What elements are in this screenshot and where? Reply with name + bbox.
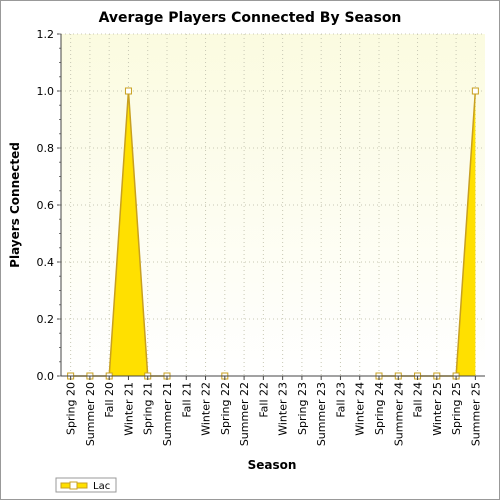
x-tick-label: Winter 24	[354, 382, 367, 436]
x-tick-label: Summer 22	[238, 382, 251, 446]
x-tick-label: Spring 23	[296, 382, 309, 435]
y-tick-label: 0.2	[37, 313, 55, 326]
x-tick-label: Summer 24	[392, 382, 405, 446]
x-tick-label: Spring 20	[65, 382, 78, 435]
chart-title: Average Players Connected By Season	[99, 10, 402, 26]
y-tick-label: 1.2	[37, 28, 55, 41]
x-tick-label: Summer 20	[84, 382, 97, 446]
x-tick-label: Fall 22	[257, 382, 270, 418]
x-tick-label: Summer 25	[469, 382, 482, 446]
legend: Lac	[55, 477, 117, 493]
x-tick-label: Winter 21	[122, 382, 135, 436]
legend-label: Lac	[93, 481, 110, 492]
gridlines	[61, 33, 485, 377]
y-axis-title: Players Connected	[8, 142, 22, 268]
y-tick-labels: 0.0 0.2 0.4 0.6 0.8 1.0 1.2	[37, 28, 55, 383]
x-tick-label: Summer 21	[161, 382, 174, 446]
x-tick-label: Summer 23	[315, 382, 328, 446]
x-tick-label: Winter 25	[431, 382, 444, 436]
y-tick-label: 0.6	[37, 199, 55, 212]
x-tick-label: Spring 24	[373, 382, 386, 435]
y-tick-label: 0.4	[37, 256, 55, 269]
x-tick-label: Spring 25	[450, 382, 463, 435]
x-tick-labels: Spring 20 Summer 20 Fall 20 Winter 21 Spring…	[65, 382, 483, 446]
y-tick-label: 1.0	[37, 85, 55, 98]
x-tick-label: Fall 23	[334, 382, 347, 418]
x-tick-label: Fall 20	[103, 382, 116, 418]
y-tick-label: 0.0	[37, 370, 55, 383]
data-point	[471, 87, 479, 95]
x-tick-label: Winter 22	[200, 382, 213, 436]
legend-marker	[69, 481, 78, 490]
x-tick-label: Fall 24	[412, 382, 425, 418]
data-point	[124, 87, 132, 95]
x-tick-label: Spring 21	[142, 382, 155, 435]
axes	[57, 33, 485, 380]
x-tick-label: Fall 21	[180, 382, 193, 418]
area-fill	[379, 91, 476, 376]
x-tick-label: Winter 23	[277, 382, 290, 436]
x-tick-label: Spring 22	[219, 382, 232, 435]
x-axis-title: Season	[248, 458, 297, 472]
y-tick-label: 0.8	[37, 142, 55, 155]
